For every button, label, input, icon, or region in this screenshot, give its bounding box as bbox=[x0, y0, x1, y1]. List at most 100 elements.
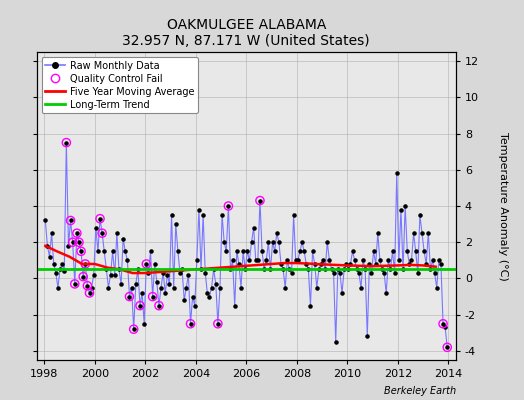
Point bbox=[104, 284, 113, 291]
Point bbox=[351, 257, 359, 264]
Point bbox=[62, 139, 71, 146]
Point bbox=[397, 206, 405, 213]
Point bbox=[216, 284, 224, 291]
Point bbox=[243, 248, 252, 254]
Point bbox=[81, 261, 90, 267]
Point bbox=[178, 266, 186, 273]
Point bbox=[171, 221, 180, 227]
Point bbox=[45, 254, 53, 260]
Point bbox=[395, 257, 403, 264]
Point bbox=[218, 212, 226, 218]
Point bbox=[79, 274, 88, 280]
Point bbox=[129, 326, 138, 332]
Point bbox=[361, 266, 369, 273]
Point bbox=[296, 248, 304, 254]
Point bbox=[434, 257, 443, 264]
Point bbox=[205, 293, 214, 300]
Point bbox=[165, 281, 173, 287]
Point bbox=[266, 266, 275, 273]
Point bbox=[353, 266, 361, 273]
Point bbox=[195, 206, 203, 213]
Point bbox=[214, 320, 222, 327]
Point bbox=[416, 212, 424, 218]
Point bbox=[270, 248, 279, 254]
Point bbox=[123, 257, 132, 264]
Point bbox=[413, 270, 422, 276]
Point bbox=[363, 333, 372, 340]
Point bbox=[249, 224, 258, 231]
Point bbox=[330, 270, 338, 276]
Point bbox=[220, 239, 228, 246]
Point bbox=[302, 261, 310, 267]
Point bbox=[340, 266, 348, 273]
Point bbox=[212, 281, 220, 287]
Point bbox=[256, 197, 264, 204]
Point bbox=[426, 266, 434, 273]
Point bbox=[293, 257, 302, 264]
Point bbox=[384, 257, 392, 264]
Point bbox=[73, 230, 81, 236]
Point bbox=[369, 248, 378, 254]
Point bbox=[187, 320, 195, 327]
Point bbox=[401, 203, 409, 209]
Point bbox=[226, 266, 235, 273]
Point bbox=[83, 282, 92, 289]
Point bbox=[411, 248, 420, 254]
Point bbox=[94, 248, 102, 254]
Point bbox=[148, 293, 157, 300]
Point bbox=[187, 320, 195, 327]
Point bbox=[365, 261, 374, 267]
Point bbox=[357, 284, 365, 291]
Point bbox=[372, 261, 380, 267]
Point bbox=[77, 248, 85, 254]
Point bbox=[136, 302, 144, 309]
Point bbox=[163, 272, 171, 278]
Point bbox=[214, 320, 222, 327]
Point bbox=[113, 230, 121, 236]
Point bbox=[180, 297, 189, 304]
Point bbox=[75, 239, 83, 246]
Point bbox=[300, 248, 308, 254]
Point bbox=[142, 261, 150, 267]
Y-axis label: Temperature Anomaly (°C): Temperature Anomaly (°C) bbox=[498, 132, 508, 280]
Point bbox=[420, 248, 428, 254]
Point bbox=[54, 284, 62, 291]
Point bbox=[69, 239, 77, 246]
Point bbox=[85, 290, 94, 296]
Point bbox=[264, 239, 272, 246]
Point bbox=[262, 257, 270, 264]
Point bbox=[399, 266, 407, 273]
Point bbox=[182, 284, 191, 291]
Point bbox=[75, 239, 83, 246]
Point bbox=[260, 266, 268, 273]
Point bbox=[73, 230, 81, 236]
Point bbox=[62, 139, 71, 146]
Point bbox=[382, 290, 390, 296]
Point bbox=[285, 266, 293, 273]
Point bbox=[235, 261, 243, 267]
Point bbox=[424, 230, 432, 236]
Point bbox=[189, 293, 197, 300]
Point bbox=[239, 248, 247, 254]
Point bbox=[355, 270, 363, 276]
Point bbox=[443, 344, 452, 350]
Point bbox=[173, 248, 182, 254]
Point bbox=[436, 261, 445, 267]
Point bbox=[71, 281, 79, 287]
Point bbox=[148, 293, 157, 300]
Point bbox=[374, 230, 382, 236]
Point bbox=[344, 266, 353, 273]
Point bbox=[96, 216, 104, 222]
Point bbox=[117, 281, 125, 287]
Point bbox=[125, 293, 134, 300]
Point bbox=[106, 272, 115, 278]
Point bbox=[228, 257, 237, 264]
Point bbox=[52, 270, 60, 276]
Point bbox=[323, 239, 332, 246]
Point bbox=[197, 266, 205, 273]
Point bbox=[146, 248, 155, 254]
Point bbox=[203, 290, 212, 296]
Point bbox=[134, 266, 142, 273]
Point bbox=[277, 261, 285, 267]
Point bbox=[430, 270, 439, 276]
